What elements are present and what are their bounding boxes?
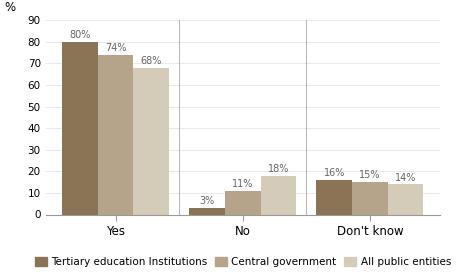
- Bar: [225, 191, 260, 214]
- Legend: Tertiary education Institutions, Central government, All public entities: Tertiary education Institutions, Central…: [30, 253, 455, 271]
- Bar: [388, 184, 423, 214]
- Bar: [316, 180, 352, 214]
- Text: 80%: 80%: [69, 30, 91, 40]
- Bar: [260, 176, 296, 214]
- Text: 15%: 15%: [359, 170, 380, 180]
- Text: 68%: 68%: [141, 56, 162, 66]
- Bar: [62, 42, 98, 214]
- Text: 3%: 3%: [200, 196, 215, 206]
- Bar: [190, 208, 225, 214]
- Bar: [352, 182, 388, 214]
- Y-axis label: %: %: [5, 1, 16, 15]
- Bar: [98, 55, 133, 214]
- Text: 16%: 16%: [323, 168, 345, 178]
- Text: 18%: 18%: [267, 164, 289, 174]
- Text: 14%: 14%: [395, 173, 416, 183]
- Text: 74%: 74%: [105, 43, 126, 53]
- Bar: [133, 68, 169, 214]
- Text: 11%: 11%: [232, 179, 253, 189]
